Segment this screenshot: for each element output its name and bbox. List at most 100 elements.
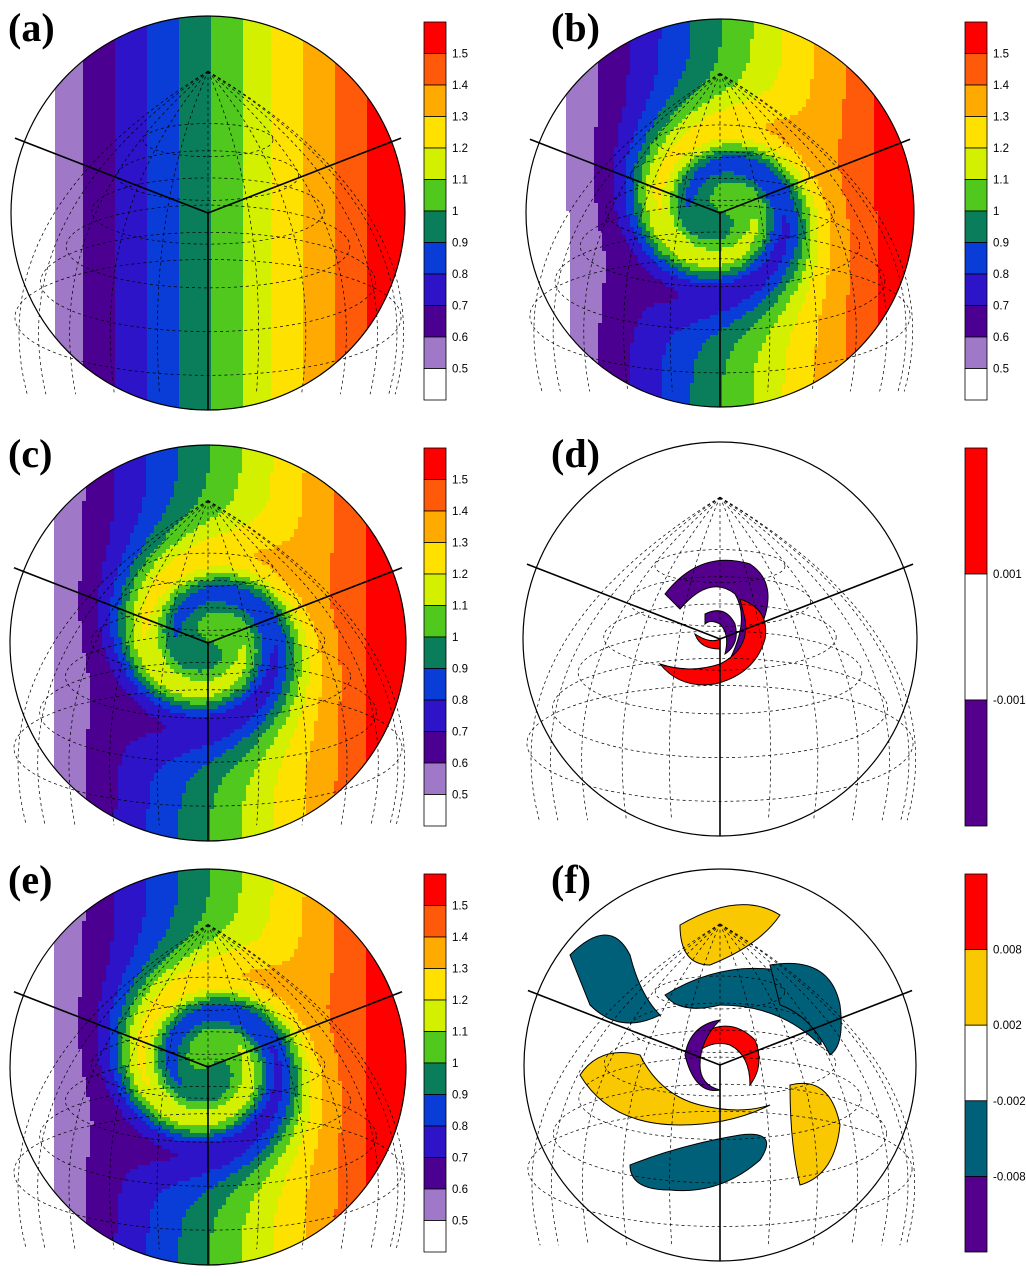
panel-a-cell — [187, 132, 192, 137]
panel-a-cell — [99, 16, 104, 21]
panel-a-cell — [139, 16, 144, 21]
panel-a-cell — [95, 32, 100, 37]
panel-a-cell — [147, 88, 152, 93]
panel-a-cell — [119, 152, 124, 157]
panel-a-cell — [279, 40, 284, 45]
panel-a-cell — [263, 184, 268, 189]
panel-a-cell — [115, 188, 120, 193]
panel-a-cell — [383, 92, 388, 97]
panel-a-cell — [263, 36, 268, 41]
panel-a-cell — [303, 140, 308, 145]
panel-a-cell — [359, 88, 364, 93]
panel-a-cell — [123, 140, 128, 145]
panel-a-cell — [55, 160, 60, 165]
panel-a-cell — [95, 72, 100, 77]
panel-a-cell — [83, 216, 88, 221]
panel-a-cell — [207, 212, 212, 217]
panel-a-cell — [111, 28, 116, 33]
panel-a-cell — [179, 40, 184, 45]
panel-a-cell — [23, 180, 28, 185]
panel-a-cell — [223, 168, 228, 173]
panel-a-cell — [395, 176, 400, 181]
panel-a-cell — [291, 52, 296, 57]
panel-a-cell — [79, 68, 84, 73]
panel-a-cell — [239, 160, 244, 165]
panel-a-cell — [331, 164, 336, 169]
panel-a-cell — [147, 40, 152, 45]
panel-a-cell — [343, 132, 348, 137]
panel-a-cell — [231, 192, 236, 197]
panel-a-cell — [207, 60, 212, 65]
panel-a-cell — [115, 100, 120, 105]
panel-a-cell — [351, 92, 356, 97]
panel-a-cell — [279, 176, 284, 181]
panel-a-cell — [339, 100, 344, 105]
panel-a-cell — [379, 44, 384, 49]
panel-a-cell — [287, 52, 292, 57]
panel-a-cell — [63, 192, 68, 197]
panel-a-cell — [379, 192, 384, 197]
panel-a-cell — [135, 56, 140, 61]
panel-a-cell — [155, 116, 160, 121]
panel-a-cell — [11, 80, 16, 85]
panel-a-cell — [195, 156, 200, 161]
panel-a-cell — [127, 96, 132, 101]
panel-a-cell — [87, 212, 92, 217]
panel-a-cell — [283, 72, 288, 77]
panel-a-cell — [299, 148, 304, 153]
panel-a-cell — [311, 28, 316, 33]
panel-a-cell — [267, 148, 272, 153]
panel-a-cell — [191, 60, 196, 65]
panel-a-cell — [175, 148, 180, 153]
panel-a-cell — [187, 24, 192, 29]
panel-a-cell — [255, 32, 260, 37]
panel-a-cell — [267, 212, 272, 217]
panel-a-cell — [199, 36, 204, 41]
panel-a-cell — [31, 148, 36, 153]
panel-a-cell — [103, 116, 108, 121]
panel-a-cell — [183, 20, 188, 25]
panel-a-cell — [255, 44, 260, 49]
panel-a-cell — [335, 76, 340, 81]
panel-a-cell — [211, 168, 216, 173]
panel-a-cell — [67, 168, 72, 173]
panel-a-cell — [199, 44, 204, 49]
panel-a-cell — [275, 68, 280, 73]
panel-a-cell — [359, 140, 364, 145]
panel-a-cell — [155, 60, 160, 65]
panel-a-cell — [311, 204, 316, 209]
panel-a-cell — [239, 196, 244, 201]
panel-a-cell — [63, 208, 68, 213]
panel-a-cell — [371, 212, 376, 217]
panel-a-cell — [51, 112, 56, 117]
panel-a-cell — [167, 188, 172, 193]
panel-a-cell — [351, 84, 356, 89]
panel-a-cell — [103, 92, 108, 97]
panel-a-cell — [359, 196, 364, 201]
panel-a-cell — [255, 184, 260, 189]
panel-a-cell — [95, 192, 100, 197]
panel-a-cell — [191, 36, 196, 41]
panel-a-cell — [47, 148, 52, 153]
panel-a-cell — [143, 124, 148, 129]
panel-a-cell — [171, 184, 176, 189]
panel-a-cell — [387, 164, 392, 169]
panel-a-cell — [363, 60, 368, 65]
panel-a-cell — [83, 128, 88, 133]
panel-a-cell — [359, 92, 364, 97]
panel-a-cell — [59, 208, 64, 213]
panel-a-cell — [347, 132, 352, 137]
panel-a-cell — [15, 204, 20, 209]
panel-a-cell — [31, 180, 36, 185]
panel-a-cell — [15, 104, 20, 109]
panel-a-cell — [135, 152, 140, 157]
panel-a-cell — [235, 56, 240, 61]
panel-a-cell — [303, 192, 308, 197]
panel-a-cell — [163, 160, 168, 165]
panel-a-cell — [75, 36, 80, 41]
panel-a-cell — [175, 68, 180, 73]
panel-a-cell — [211, 124, 216, 129]
panel-a-cell — [107, 188, 112, 193]
panel-a-cell — [195, 108, 200, 113]
panel-a-cell — [95, 88, 100, 93]
